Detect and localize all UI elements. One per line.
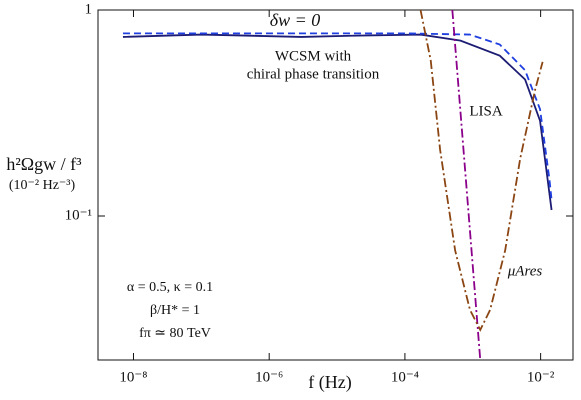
y-tick-label: 1 xyxy=(85,1,93,17)
annotation: α = 0.5, κ = 0.1 xyxy=(127,280,213,295)
y-tick-label: 10⁻¹ xyxy=(65,207,92,223)
annotation: β/H* = 1 xyxy=(150,303,200,318)
x-axis-label: f (Hz) xyxy=(308,372,351,393)
series-line xyxy=(451,10,482,360)
series-label: LISA xyxy=(469,103,503,119)
x-tick-label: 10⁻⁴ xyxy=(391,369,419,385)
annotation: chiral phase transition xyxy=(247,66,380,82)
series-line xyxy=(419,10,544,332)
x-tick-label: 10⁻² xyxy=(527,369,555,385)
annotation: WCSM with xyxy=(275,48,352,64)
plot-frame xyxy=(97,9,574,361)
annotation: fπ ≃ 80 TeV xyxy=(139,326,211,341)
y-axis-unit: (10⁻² Hz⁻³) xyxy=(9,178,76,193)
series-label: δw = 0 xyxy=(270,10,321,30)
y-axis-label: h²Ωgw / f³ xyxy=(6,154,82,174)
series-line xyxy=(122,32,553,200)
x-tick-label: 10⁻⁸ xyxy=(119,369,147,385)
x-tick-label: 10⁻⁶ xyxy=(255,369,283,385)
series-label: μAres xyxy=(507,263,543,279)
